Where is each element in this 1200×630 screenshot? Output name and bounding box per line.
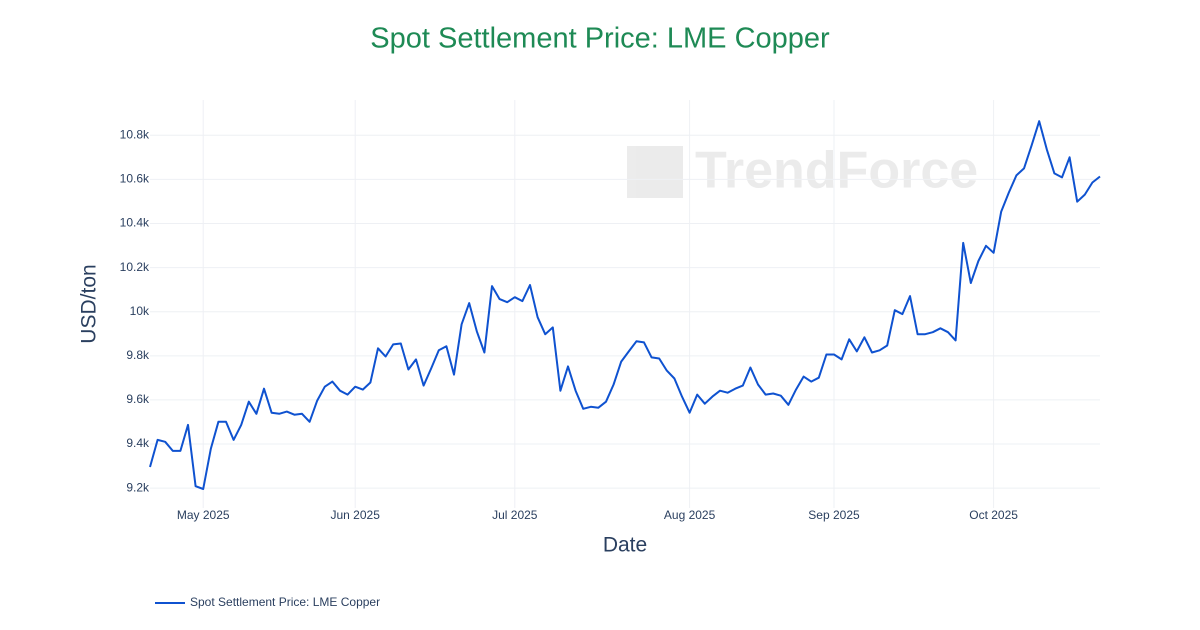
legend-label: Spot Settlement Price: LME Copper xyxy=(190,595,380,609)
watermark-group: TrendForce xyxy=(627,142,978,200)
y-axis-title: USD/ton xyxy=(78,264,101,343)
y-tick-label: 10k xyxy=(130,304,150,318)
x-tick-label: Sep 2025 xyxy=(808,508,860,522)
y-tick-label: 10.2k xyxy=(120,260,150,274)
data-line xyxy=(149,120,1101,490)
x-tick-label: Oct 2025 xyxy=(969,508,1018,522)
x-tick-label: Aug 2025 xyxy=(664,508,716,522)
watermark-logo xyxy=(627,146,683,198)
chart-title: Spot Settlement Price: LME Copper xyxy=(370,23,830,55)
y-tick-label: 9.2k xyxy=(126,480,150,494)
y-tick-label: 9.6k xyxy=(126,392,150,406)
x-tick-label: Jul 2025 xyxy=(492,508,538,522)
watermark: TrendForce xyxy=(695,142,978,200)
grid-group xyxy=(150,100,1100,508)
x-tick-label: May 2025 xyxy=(177,508,230,522)
y-tick-label: 10.6k xyxy=(120,172,150,186)
y-tick-label: 10.4k xyxy=(120,216,150,230)
x-tick-label: Jun 2025 xyxy=(331,508,381,522)
x-axis-title: Date xyxy=(603,534,647,557)
y-tick-label: 9.4k xyxy=(126,436,150,450)
y-tick-label: 9.8k xyxy=(126,348,150,362)
y-tick-label: 10.8k xyxy=(120,127,150,141)
